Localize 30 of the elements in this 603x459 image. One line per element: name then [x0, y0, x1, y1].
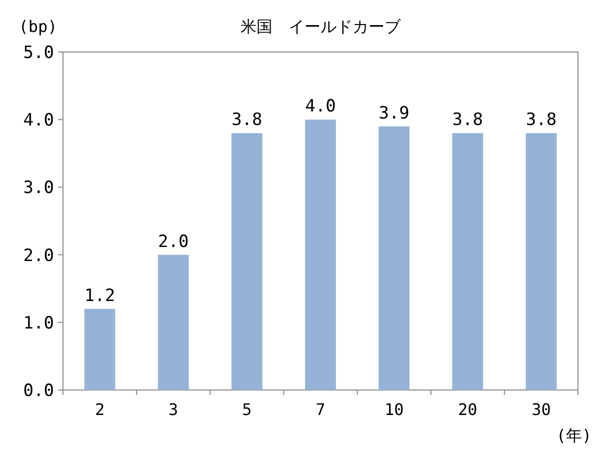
y-tick-label: 3.0	[23, 178, 54, 198]
data-label: 3.9	[378, 103, 410, 124]
data-label: 1.2	[84, 286, 116, 306]
bar	[526, 133, 557, 390]
data-label: 3.8	[452, 110, 483, 130]
x-tick-label: 10	[384, 400, 404, 419]
x-tick-label: 30	[532, 400, 551, 419]
y-tick-label: 1.0	[23, 313, 54, 334]
x-tick-label: 3	[168, 400, 178, 419]
x-tick-label: 5	[242, 400, 252, 419]
bar	[305, 120, 336, 390]
data-label: 3.8	[526, 110, 557, 130]
bar	[84, 308, 116, 390]
y-tick-label: 2.0	[23, 246, 54, 266]
bar	[231, 133, 262, 390]
chart-title: 米国 イールドカーブ	[240, 17, 402, 36]
data-label: 2.0	[158, 232, 189, 252]
bar	[378, 126, 410, 390]
bar	[158, 254, 189, 390]
y-tick-label: 5.0	[23, 43, 54, 63]
data-label: 4.0	[305, 96, 336, 117]
x-tick-label: 7	[316, 400, 326, 419]
bar	[452, 133, 484, 390]
y-axis-title: (bp)	[18, 17, 58, 36]
x-axis-title: (年)	[556, 426, 592, 445]
y-tick-label: 4.0	[23, 110, 54, 131]
y-tick-label: 0.0	[23, 381, 54, 401]
x-tick-label: 20	[458, 400, 478, 419]
x-tick-label: 2	[94, 400, 105, 419]
data-label: 3.8	[232, 110, 262, 130]
